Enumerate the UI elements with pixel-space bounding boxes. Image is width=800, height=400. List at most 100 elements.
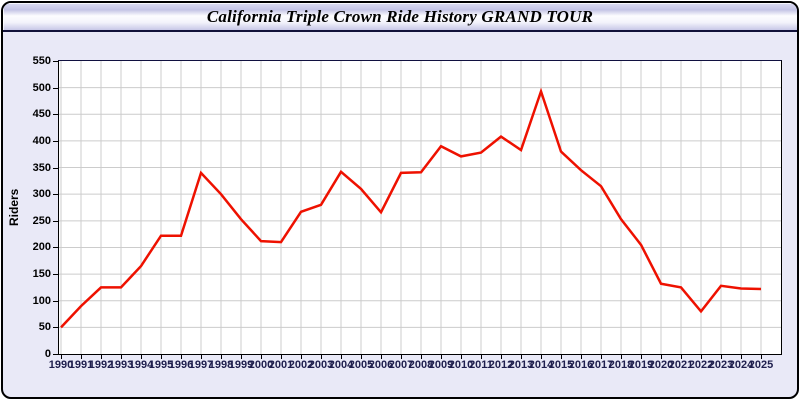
x-axis-tick — [501, 355, 502, 359]
x-axis-tick-label: 2021 — [668, 359, 694, 371]
x-axis-tick-label: 2023 — [708, 359, 734, 371]
x-axis-tick — [561, 355, 562, 359]
x-axis-tick — [421, 355, 422, 359]
x-axis-tick-label: 2005 — [348, 359, 374, 371]
title-bar: California Triple Crown Ride History GRA… — [3, 3, 797, 32]
x-axis-tick — [61, 355, 62, 359]
y-axis-tick-label: 200 — [32, 241, 51, 254]
y-axis-tick-label: 400 — [32, 134, 51, 147]
x-axis-tick-label: 2024 — [728, 359, 754, 371]
x-axis-tick — [461, 355, 462, 359]
y-axis-tick — [53, 194, 58, 195]
x-axis-tick-label: 2000 — [248, 359, 274, 371]
x-axis-tick-label: 2011 — [469, 359, 493, 371]
x-axis-tick — [721, 355, 722, 359]
x-axis-tick-label: 1991 — [68, 359, 94, 371]
x-axis-tick — [261, 355, 262, 359]
x-axis-tick — [481, 355, 482, 359]
x-axis-tick — [621, 355, 622, 359]
x-axis-tick — [661, 355, 662, 359]
x-axis-tick — [301, 355, 302, 359]
x-axis-tick — [121, 355, 122, 359]
x-axis-tick-label: 1992 — [88, 359, 114, 371]
x-axis-tick-label: 2006 — [368, 359, 394, 371]
x-axis-tick — [641, 355, 642, 359]
y-axis-tick-label: 50 — [38, 321, 51, 334]
x-axis-tick-label: 2015 — [548, 359, 574, 371]
x-axis-tick — [401, 355, 402, 359]
y-axis-tick-label: 250 — [32, 214, 51, 227]
y-axis-tick — [53, 114, 58, 115]
y-axis-tick — [53, 274, 58, 275]
x-axis-tick — [361, 355, 362, 359]
x-axis-tick — [761, 355, 762, 359]
x-axis-tick-label: 2017 — [588, 359, 614, 371]
x-axis-tick — [741, 355, 742, 359]
x-axis-tick — [601, 355, 602, 359]
y-axis-tick — [53, 141, 58, 142]
y-axis-tick — [53, 168, 58, 169]
y-axis-tick-label: 550 — [32, 55, 51, 67]
x-axis-tick — [521, 355, 522, 359]
x-axis-tick — [241, 355, 242, 359]
y-axis-tick — [53, 301, 58, 302]
x-axis-tick — [161, 355, 162, 359]
x-axis-tick-label: 2004 — [328, 359, 354, 371]
x-axis-tick-label: 1990 — [48, 359, 74, 371]
x-axis-tick-label: 1997 — [188, 359, 214, 371]
y-axis-tick-label: 150 — [32, 268, 51, 281]
x-axis-tick — [701, 355, 702, 359]
x-axis-tick-label: 2007 — [388, 359, 414, 371]
y-axis-tick — [53, 88, 58, 89]
x-axis-tick — [321, 355, 322, 359]
x-axis-tick-label: 2022 — [688, 359, 714, 371]
x-axis-tick-label: 2014 — [528, 359, 554, 371]
x-axis-tick — [101, 355, 102, 359]
x-axis-tick-label: 2018 — [608, 359, 634, 371]
y-axis-tick-label: 450 — [32, 108, 51, 121]
y-axis-tick-label: 300 — [32, 188, 51, 201]
x-axis-tick — [281, 355, 282, 359]
y-axis-tick — [53, 221, 58, 222]
x-axis-tick-label: 2001 — [268, 359, 294, 371]
y-axis-tick — [53, 61, 58, 62]
x-axis-tick-label: 2012 — [488, 359, 514, 371]
x-axis-tick-label: 2020 — [648, 359, 674, 371]
x-axis-tick — [81, 355, 82, 359]
x-axis-tick-label: 2013 — [508, 359, 534, 371]
x-axis-tick — [221, 355, 222, 359]
x-axis-tick-label: 2003 — [308, 359, 334, 371]
x-axis-tick — [181, 355, 182, 359]
x-axis-tick-label: 2010 — [448, 359, 474, 371]
x-axis-tick — [381, 355, 382, 359]
x-axis-tick — [201, 355, 202, 359]
x-axis-tick-label: 2008 — [408, 359, 434, 371]
x-axis-tick-label: 2019 — [628, 359, 654, 371]
x-axis-tick-label: 1993 — [108, 359, 134, 371]
x-axis-tick-label: 1999 — [228, 359, 254, 371]
x-axis-tick — [681, 355, 682, 359]
plot-area — [58, 60, 782, 355]
x-axis-tick-label: 2016 — [568, 359, 594, 371]
x-axis-tick — [581, 355, 582, 359]
y-axis-tick — [53, 247, 58, 248]
x-axis-tick-label: 2009 — [428, 359, 454, 371]
y-axis-tick — [53, 354, 58, 355]
x-axis-tick-label: 1998 — [208, 359, 234, 371]
y-axis-tick-label: 500 — [32, 81, 51, 94]
chart-area: Riders 0 50 100 150 200 250 300 350 400 450 500 550… — [3, 32, 797, 397]
x-axis-tick-label: 1994 — [128, 359, 154, 371]
chart-canvas — [59, 61, 781, 354]
x-axis-tick — [541, 355, 542, 359]
y-axis-title: Riders — [7, 188, 21, 227]
x-axis-tick — [341, 355, 342, 359]
x-axis-tick — [441, 355, 442, 359]
x-axis-tick-label: 1996 — [168, 359, 194, 371]
y-axis-tick-label: 0 — [44, 348, 51, 360]
data-line-riders — [60, 87, 762, 329]
x-axis-tick — [141, 355, 142, 359]
x-axis-tick-label: 1995 — [148, 359, 174, 371]
chart-title: California Triple Crown Ride History GRA… — [206, 6, 594, 26]
y-axis-tick-label: 350 — [32, 161, 51, 174]
